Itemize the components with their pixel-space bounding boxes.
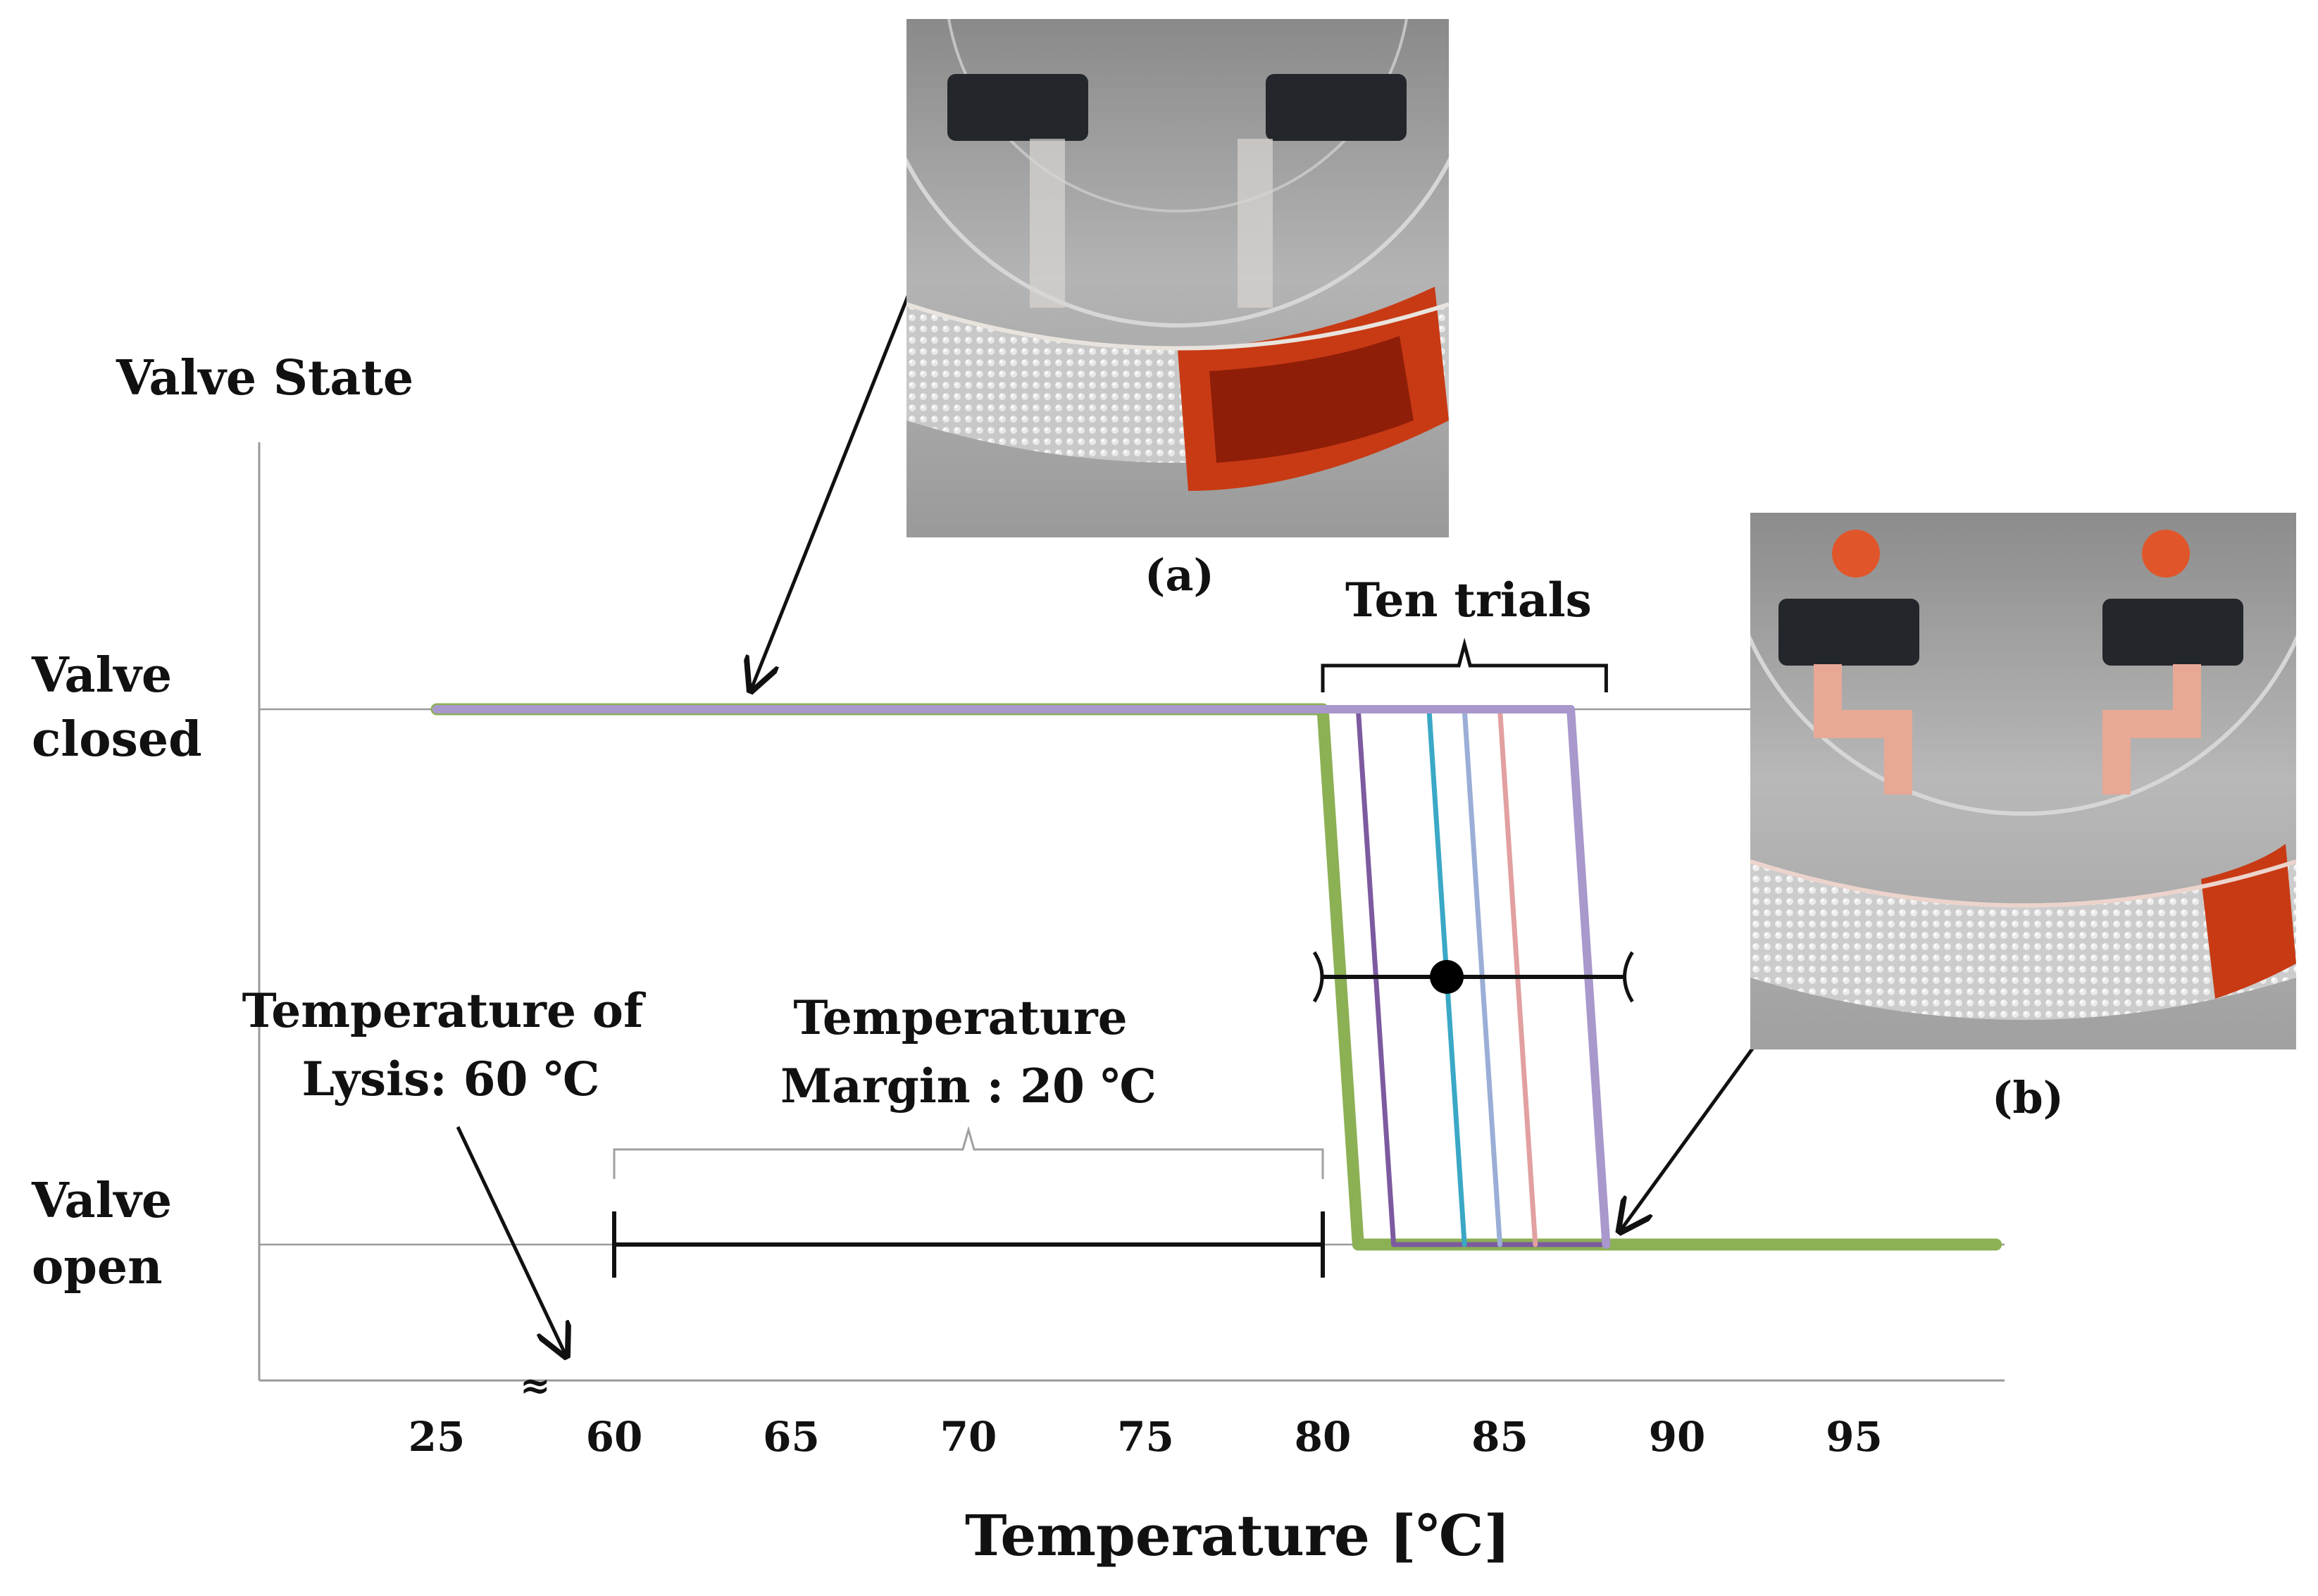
x-tick-label: 85 <box>1471 1413 1528 1461</box>
x-tick-label: 25 <box>409 1413 466 1461</box>
y-label-open-line2: open <box>32 1239 163 1295</box>
lysis-label-line1: Temperature of <box>242 983 646 1038</box>
lysis-label: Temperature of Lysis: 60 ℃ <box>242 983 660 1106</box>
x-tick-label: 95 <box>1826 1413 1883 1461</box>
range-cap-left <box>1312 951 1324 1003</box>
y-label-open-line1: Valve <box>31 1173 172 1229</box>
photo-a-label: (a) <box>1145 549 1214 601</box>
x-tick-label: 65 <box>763 1413 820 1461</box>
series-line-lavender <box>432 705 1611 1249</box>
ten-trials-label: Ten trials <box>1345 573 1592 628</box>
margin-label-line2: Margin : 20 ℃ <box>780 1059 1157 1114</box>
y-label-closed-line2: closed <box>32 711 202 768</box>
y-label-closed: Valve closed <box>31 647 202 768</box>
mean-marker <box>1430 960 1464 994</box>
x-tick-label: 80 <box>1295 1413 1352 1461</box>
lysis-label-line2: Lysis: 60 ℃ <box>301 1052 599 1106</box>
x-tick-label: 75 <box>1117 1413 1174 1461</box>
lysis-arrow <box>456 1126 566 1356</box>
x-tick-label: 90 <box>1649 1413 1706 1461</box>
x-axis-break-mark: ≈ <box>520 1364 551 1407</box>
x-axis-title: Temperature [℃] <box>965 1502 1510 1569</box>
y-label-closed-line1: Valve <box>31 647 172 704</box>
margin-label: Temperature Margin : 20 ℃ <box>780 990 1157 1114</box>
x-tick-labels: 25 60 65 70 75 80 85 90 95 <box>409 1413 1883 1461</box>
margin-brace <box>613 1126 1324 1179</box>
y-label-open: Valve open <box>31 1173 189 1295</box>
margin-label-line1: Temperature <box>793 990 1127 1045</box>
photo-a-arrow <box>751 276 918 690</box>
range-cap-right <box>1623 951 1634 1003</box>
photo-b-label: (b) <box>1992 1072 2064 1123</box>
x-tick-label: 60 <box>586 1413 643 1461</box>
photo-valve-closed <box>906 19 1449 537</box>
ten-trials-bracket <box>1321 637 1608 692</box>
x-tick-label: 70 <box>940 1413 997 1461</box>
y-axis-title: Valve State <box>116 350 413 406</box>
photo-valve-open <box>1750 513 2296 1049</box>
